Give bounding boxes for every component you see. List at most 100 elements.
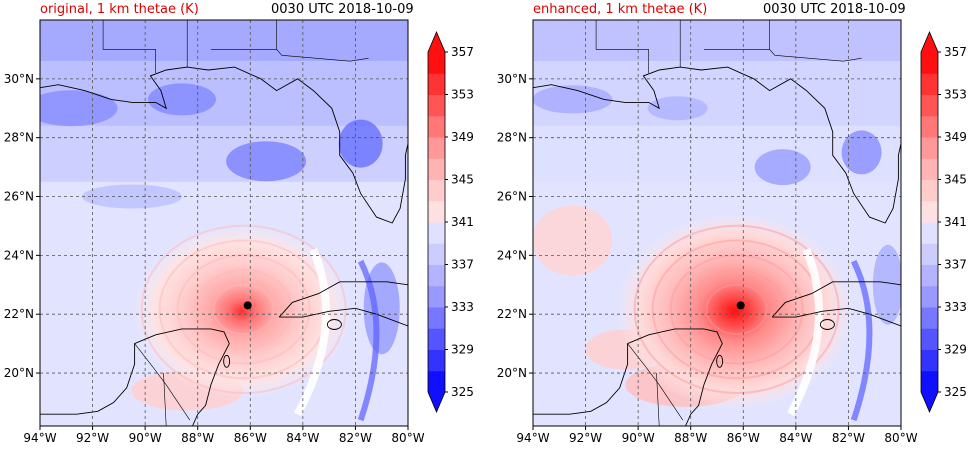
colorbar-segment	[428, 370, 445, 393]
field-patch	[226, 141, 307, 182]
map-plot: 30°N 28°N 26°N 24°N 22°N 20°N 94°W 92°W 90°W 88°W…	[497, 19, 918, 445]
colorbar: 357 353 349 345 341 337 333 329 325	[920, 30, 967, 414]
gridlines	[40, 20, 408, 426]
colorbar-segment	[428, 94, 445, 117]
tick-label-lon: 92°W	[569, 431, 602, 445]
tick-label-lon: 94°W	[23, 431, 56, 445]
field-band	[533, 20, 901, 62]
colorbar-segment	[428, 328, 445, 350]
panel-timestamp: 0030 UTC 2018-10-09	[763, 2, 906, 17]
colorbar-segment	[921, 158, 938, 180]
coastline-island	[716, 354, 724, 368]
borders	[595, 20, 862, 426]
colorbar-segment	[428, 222, 445, 244]
coastline-island	[223, 354, 231, 368]
colorbar-tick-label: 329	[944, 343, 967, 357]
coastline-island	[326, 319, 342, 330]
coastline-cuba	[771, 281, 901, 318]
coastlines	[40, 66, 408, 426]
border-state	[134, 343, 191, 421]
border-state	[627, 343, 684, 421]
field-patch	[841, 130, 882, 175]
colorbar-tick-label: 325	[944, 385, 967, 399]
colorbar-tick-label: 337	[944, 258, 967, 272]
tick-label-lat: 28°N	[4, 131, 34, 145]
colorbar-segment	[921, 243, 938, 265]
tick-label-lon: 80°W	[884, 431, 917, 445]
colorbar-tick-label: 325	[451, 385, 474, 399]
plot-frame	[39, 19, 409, 427]
border-state	[703, 20, 770, 50]
colorbar-extend-min	[921, 392, 938, 412]
border-state	[210, 20, 277, 50]
coastline-island	[819, 319, 835, 330]
colorbar-extend-min	[428, 392, 445, 412]
colorbar-segment	[921, 370, 938, 393]
colorbar-tick-label: 345	[944, 173, 967, 187]
colorbar-segment	[428, 200, 445, 223]
panel-timestamp: 0030 UTC 2018-10-09	[271, 2, 414, 17]
colorbar-segment	[428, 52, 445, 74]
tick-label-lat: 22°N	[4, 307, 34, 321]
coastline-yucatan	[40, 328, 230, 426]
colorbar-segment	[428, 158, 445, 180]
colorbar-tick-label: 357	[451, 45, 474, 59]
field-patch	[338, 119, 383, 168]
colorbar-segment	[921, 94, 938, 117]
border-state	[276, 49, 369, 62]
field-patch	[40, 90, 118, 127]
colorbar-tick-label: 353	[944, 88, 967, 102]
outflow-arc	[357, 259, 380, 422]
outflow-arc	[294, 247, 330, 417]
border-state	[595, 20, 649, 73]
colorbar-tick-label: 333	[451, 300, 474, 314]
storm-center-marker	[243, 301, 252, 310]
coastline-gulf	[533, 66, 901, 224]
map-enhanced: 30°N 28°N 26°N 24°N 22°N 20°N 94°W 92°W 90°W 88°W…	[497, 19, 967, 445]
tick-label-lon: 86°W	[727, 431, 760, 445]
colorbar-extend-max	[921, 32, 938, 52]
border-state	[102, 20, 156, 73]
colorbar-tick-label: 353	[451, 88, 474, 102]
colorbar-segment	[921, 52, 938, 74]
field-band	[40, 20, 408, 62]
tick-label-lon: 90°W	[622, 431, 655, 445]
coastline-gulf	[40, 66, 408, 224]
tick-label-lon: 82°W	[832, 431, 865, 445]
colorbar-segment	[921, 137, 938, 159]
tick-label-lon: 86°W	[234, 431, 267, 445]
colorbar-tick-label: 345	[451, 173, 474, 187]
tick-label-lat: 28°N	[497, 131, 527, 145]
colorbar-extend-max	[428, 32, 445, 52]
panel-title: original, 1 km thetae (K)	[40, 2, 199, 17]
rain-band	[705, 283, 768, 335]
tick-label-lon: 92°W	[76, 431, 109, 445]
map-original: 30°N 28°N 26°N 24°N 22°N 20°N 94°W 92°W 90°W 88°W…	[4, 19, 474, 445]
field-patch	[533, 85, 613, 114]
colorbar-tick-label: 341	[451, 215, 474, 229]
field-band	[533, 125, 901, 182]
tick-label-lon: 80°W	[391, 431, 424, 445]
colorbar-tick-label: 337	[451, 258, 474, 272]
coastlines	[533, 66, 901, 426]
coastline-cuba	[278, 281, 408, 318]
tick-label-lat: 26°N	[497, 190, 527, 204]
colorbar-segment	[428, 349, 445, 372]
borders	[102, 20, 369, 426]
colorbar-tick-label: 333	[944, 300, 967, 314]
colorbar-segment	[921, 285, 938, 308]
tick-label-lat: 20°N	[497, 366, 527, 380]
panel-title: enhanced, 1 km thetae (K)	[533, 2, 708, 17]
coastline-cuba	[772, 307, 901, 327]
tick-label-lon: 94°W	[516, 431, 549, 445]
rain-band	[687, 269, 786, 350]
map-plot: 30°N 28°N 26°N 24°N 22°N 20°N 94°W 92°W 90°W 88°W…	[4, 19, 425, 445]
colorbar-segment	[428, 243, 445, 265]
tick-label-lat: 22°N	[497, 307, 527, 321]
field-patch	[754, 149, 811, 186]
rain-band	[194, 269, 293, 350]
tick-label-lon: 88°W	[181, 431, 214, 445]
colorbar-segment	[428, 264, 445, 287]
colorbar-segment	[428, 285, 445, 308]
colorbar-segment	[921, 307, 938, 329]
